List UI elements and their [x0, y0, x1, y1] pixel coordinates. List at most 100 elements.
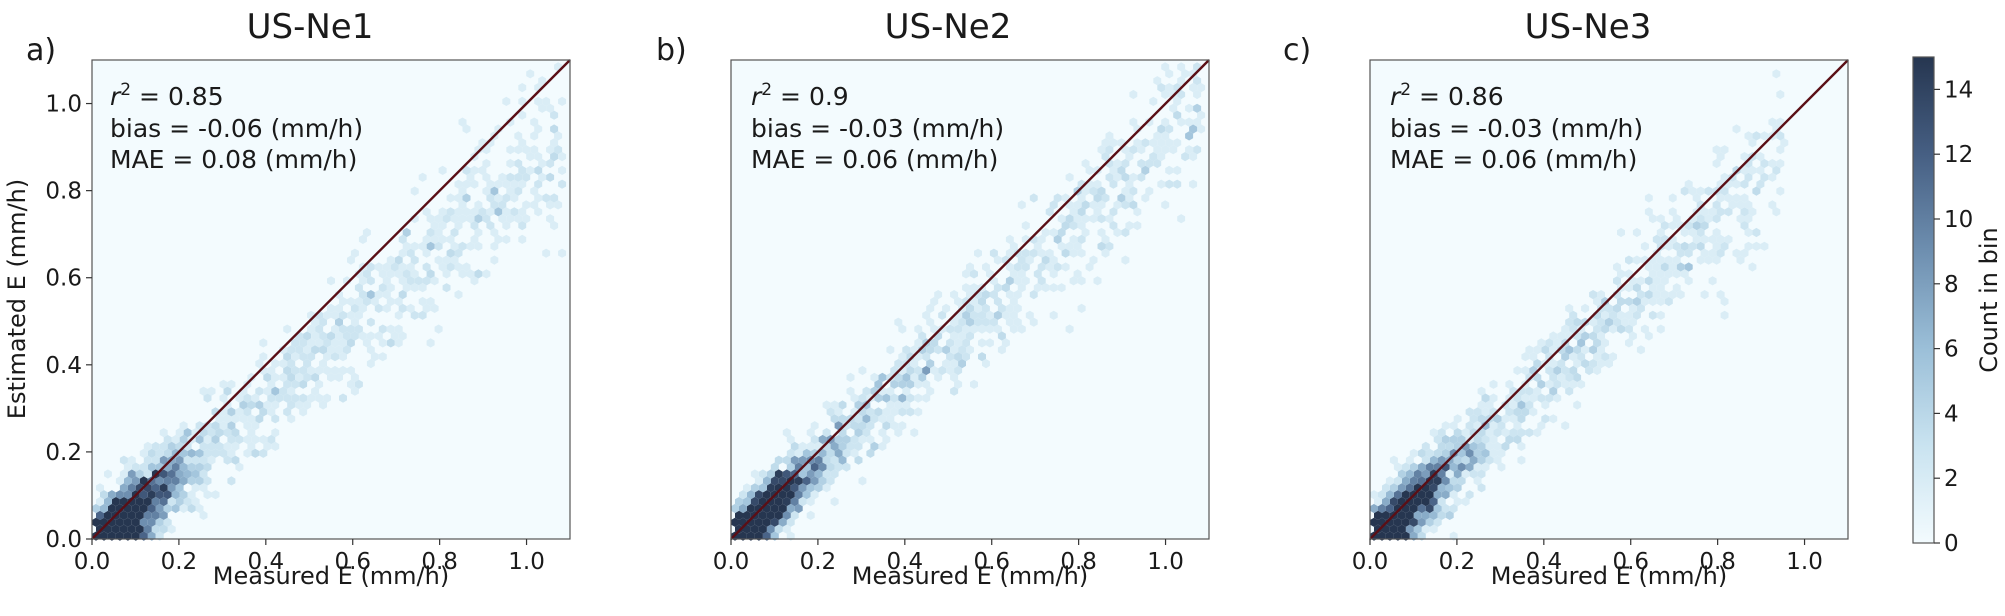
hexbin-cell — [1029, 193, 1038, 203]
hexbin-cell — [303, 345, 312, 355]
hexbin-cell — [814, 483, 823, 493]
hexbin-cell — [1189, 83, 1198, 93]
hexbin-cell — [446, 248, 455, 258]
hexbin-cell — [462, 193, 471, 203]
hexbin-cell — [470, 165, 479, 175]
hexbin-cell — [438, 207, 447, 217]
hexbin-cell — [287, 386, 296, 396]
r2-stat: r2 = 0.85 — [110, 80, 224, 111]
hexbin-cell — [962, 269, 970, 279]
hexbin-cell — [490, 241, 499, 251]
hexbin-cell — [454, 290, 463, 300]
hexbin-cell — [434, 227, 443, 238]
hexbin-cell — [107, 490, 116, 500]
hexbin-cell — [962, 324, 970, 334]
hexbin-cell — [1776, 158, 1785, 169]
hexbin-cell — [1625, 324, 1633, 334]
hexbin-cell — [830, 414, 839, 424]
hexbin-cell — [978, 310, 986, 320]
hexbin-cell — [231, 414, 240, 424]
hexbin-cell — [1121, 255, 1130, 265]
hexbin-cell — [1449, 476, 1458, 486]
hexbin-cell — [1577, 379, 1586, 389]
hexbin-cell — [758, 524, 767, 534]
hexbin-cell — [147, 503, 156, 514]
hexbin-cell — [119, 510, 128, 520]
hexbin-cell — [1133, 221, 1142, 231]
hexbin-cell — [1732, 179, 1741, 189]
hexbin-cell — [1045, 248, 1054, 258]
hexbin-cell — [167, 524, 176, 534]
hexbin-cell — [366, 262, 375, 272]
hexbin-cell — [1473, 407, 1482, 417]
hexbin-cell — [458, 241, 467, 251]
hexbin-cell — [1085, 262, 1094, 272]
hexbin-cell — [1684, 248, 1693, 258]
hexbin-cell — [1141, 165, 1150, 175]
hexbin-cell — [1672, 214, 1681, 224]
hexbin-cell — [1041, 255, 1050, 265]
hexbin-cell — [1021, 276, 1030, 286]
hexbin-cell — [1081, 227, 1090, 238]
hexbin-cell — [1553, 338, 1562, 348]
hexbin-cell — [1005, 248, 1014, 258]
hexbin-cell — [842, 462, 851, 472]
hexbin-cell — [123, 462, 132, 472]
hexbin-cell — [183, 455, 192, 465]
hexbin-cell — [546, 214, 555, 224]
hexbin-cell — [398, 276, 407, 286]
hexbin-cell — [100, 503, 108, 514]
hexbin-cell — [786, 503, 795, 514]
hexbin-cell — [482, 214, 491, 224]
hexbin-cell — [1013, 290, 1022, 300]
hexbin-cell — [123, 476, 132, 486]
hexbin-cell — [1382, 510, 1390, 520]
hexbin-cell — [898, 421, 907, 431]
hexbin-cell — [454, 193, 463, 203]
hexbin-cell — [958, 359, 966, 369]
hexbin-cell — [358, 234, 367, 244]
hexbin-cell — [978, 324, 986, 334]
hexbin-cell — [1157, 138, 1166, 148]
y-tick-label: 1.0 — [45, 92, 82, 118]
hexbin-cell — [267, 365, 276, 376]
hexbin-cell — [291, 379, 300, 389]
hexbin-cell — [1161, 89, 1170, 100]
hexbin-cell — [766, 469, 775, 479]
hexbin-cell — [147, 462, 156, 472]
hexbin-cell — [1561, 421, 1570, 431]
hexbin-cell — [1433, 434, 1442, 445]
hexbin-cell — [1089, 214, 1098, 224]
hexbin-cell — [506, 186, 515, 196]
hexbin-cell — [446, 234, 455, 244]
hexbin-cell — [993, 283, 1002, 293]
hexbin-cell — [858, 476, 867, 486]
hexbin-cell — [1009, 296, 1018, 307]
hexbin-cell — [347, 365, 355, 376]
hexbin-cell — [1597, 359, 1605, 369]
hexbin-cell — [518, 165, 527, 175]
hexbin-cell — [327, 345, 335, 355]
hexbin-cell — [1573, 317, 1582, 327]
hexbin-cell — [550, 110, 559, 120]
hexbin-cell — [1628, 303, 1637, 313]
hexbin-cell — [1397, 469, 1406, 479]
hexbin-cell — [922, 310, 931, 320]
hexbin-cell — [739, 490, 747, 500]
hexbin-cell — [350, 317, 359, 327]
hexbin-cell — [295, 345, 304, 355]
hexbin-cell — [834, 434, 843, 445]
hexbin-cell — [203, 490, 212, 500]
hexbin-cell — [1173, 96, 1182, 106]
hexbin-cell — [930, 324, 939, 334]
hexbin-cell — [366, 345, 375, 355]
hexbin-cell — [347, 338, 355, 348]
hexbin-cell — [778, 503, 787, 514]
hexbin-cell — [1045, 262, 1054, 272]
hexbin-cell — [410, 283, 419, 293]
hexbin-cell — [450, 255, 459, 265]
hexbin-cell — [1768, 117, 1777, 127]
hexbin-cell — [1577, 352, 1586, 362]
hexbin-cell — [1589, 317, 1598, 327]
hexbin-cell — [247, 441, 256, 451]
